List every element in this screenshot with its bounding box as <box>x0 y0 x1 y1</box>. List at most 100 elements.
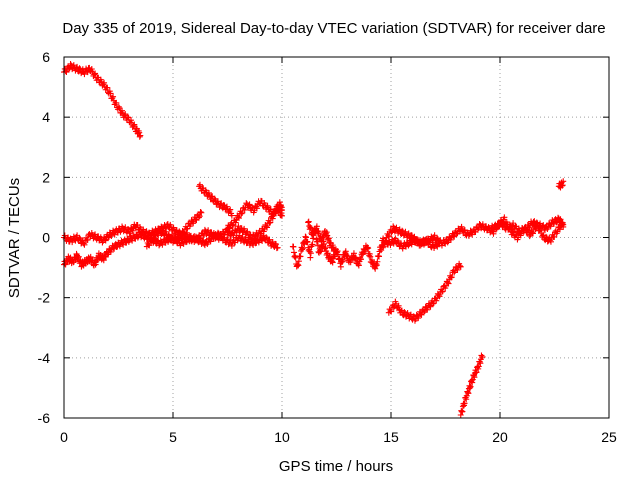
data-point <box>435 238 442 245</box>
y-tick-label: 4 <box>42 109 50 125</box>
data-point <box>510 220 517 227</box>
data-point <box>267 219 274 226</box>
data-point <box>162 228 169 235</box>
data-point <box>227 206 234 213</box>
data-point <box>307 250 314 257</box>
data-point <box>113 99 120 106</box>
data-point <box>290 243 297 250</box>
data-point <box>395 302 402 309</box>
data-point <box>436 293 443 300</box>
chart-title: Day 335 of 2019, Sidereal Day-to-day VTE… <box>62 20 605 37</box>
data-point <box>119 107 126 114</box>
data-point <box>131 121 138 128</box>
data-point <box>264 202 271 209</box>
series-segment-10 <box>383 223 442 252</box>
data-point <box>501 214 508 221</box>
data-point <box>229 222 236 229</box>
data-point <box>255 233 262 240</box>
data-point <box>223 236 230 243</box>
data-point <box>529 229 536 236</box>
data-point <box>198 209 205 216</box>
data-point <box>450 232 457 239</box>
data-point <box>388 229 395 236</box>
data-point <box>269 215 276 222</box>
data-point <box>197 208 204 215</box>
data-point <box>307 225 314 232</box>
data-point <box>448 274 455 281</box>
data-point <box>434 235 441 242</box>
data-point <box>107 248 114 255</box>
data-point <box>235 214 242 221</box>
data-point <box>418 241 425 248</box>
data-point <box>453 230 460 237</box>
data-point <box>104 84 111 91</box>
data-point <box>458 223 465 230</box>
data-point <box>309 241 316 248</box>
data-point <box>129 227 136 234</box>
data-point <box>417 311 424 318</box>
data-point <box>444 279 451 286</box>
data-point <box>126 230 133 237</box>
data-point <box>148 238 155 245</box>
x-tick-label: 25 <box>601 429 617 445</box>
data-point <box>211 195 218 202</box>
data-point <box>128 117 135 124</box>
data-point <box>270 212 277 219</box>
data-point <box>190 220 197 227</box>
data-point <box>101 79 108 86</box>
data-point <box>273 209 280 216</box>
data-point <box>228 212 235 219</box>
series-segment-1 <box>61 60 144 140</box>
data-point <box>295 258 302 265</box>
data-point <box>424 306 431 313</box>
series-layer <box>61 60 567 418</box>
x-tick-label: 20 <box>492 429 508 445</box>
series-segment-13 <box>385 260 464 324</box>
data-point <box>560 221 567 228</box>
y-tick-label: -6 <box>38 410 51 426</box>
data-point <box>459 408 466 415</box>
data-point <box>314 242 321 249</box>
data-point <box>279 212 285 219</box>
x-tick-label: 0 <box>60 429 68 445</box>
data-point <box>76 65 83 72</box>
series-segment-8 <box>305 218 338 255</box>
data-point <box>110 93 117 100</box>
data-point <box>218 233 225 240</box>
y-tick-label: -4 <box>38 350 51 366</box>
data-point <box>266 236 273 243</box>
data-point <box>304 239 311 246</box>
data-point <box>451 269 458 276</box>
data-point <box>439 288 446 295</box>
data-point <box>263 234 270 241</box>
data-point <box>245 202 252 209</box>
data-point <box>207 238 214 245</box>
data-point <box>415 315 422 322</box>
data-point <box>386 233 393 240</box>
x-axis-label: GPS time / hours <box>279 458 393 475</box>
y-tick-label: 6 <box>42 49 50 65</box>
data-point <box>253 205 260 212</box>
x-tick-label: 10 <box>274 429 290 445</box>
data-point <box>401 308 408 315</box>
data-point <box>102 237 109 244</box>
data-point <box>115 103 122 110</box>
data-point <box>205 189 212 196</box>
data-point <box>331 246 338 253</box>
data-point <box>297 253 304 260</box>
data-point <box>429 300 436 307</box>
data-point <box>454 266 461 273</box>
data-point <box>529 230 536 237</box>
data-point <box>122 111 129 118</box>
data-point <box>479 353 486 360</box>
data-point <box>292 254 299 261</box>
data-point <box>399 227 406 234</box>
x-tick-label: 5 <box>169 429 177 445</box>
series-segment-14 <box>457 352 486 418</box>
data-point <box>257 230 264 237</box>
data-point <box>340 257 347 264</box>
data-point <box>461 400 468 407</box>
data-point <box>467 383 474 390</box>
data-point <box>556 226 563 233</box>
